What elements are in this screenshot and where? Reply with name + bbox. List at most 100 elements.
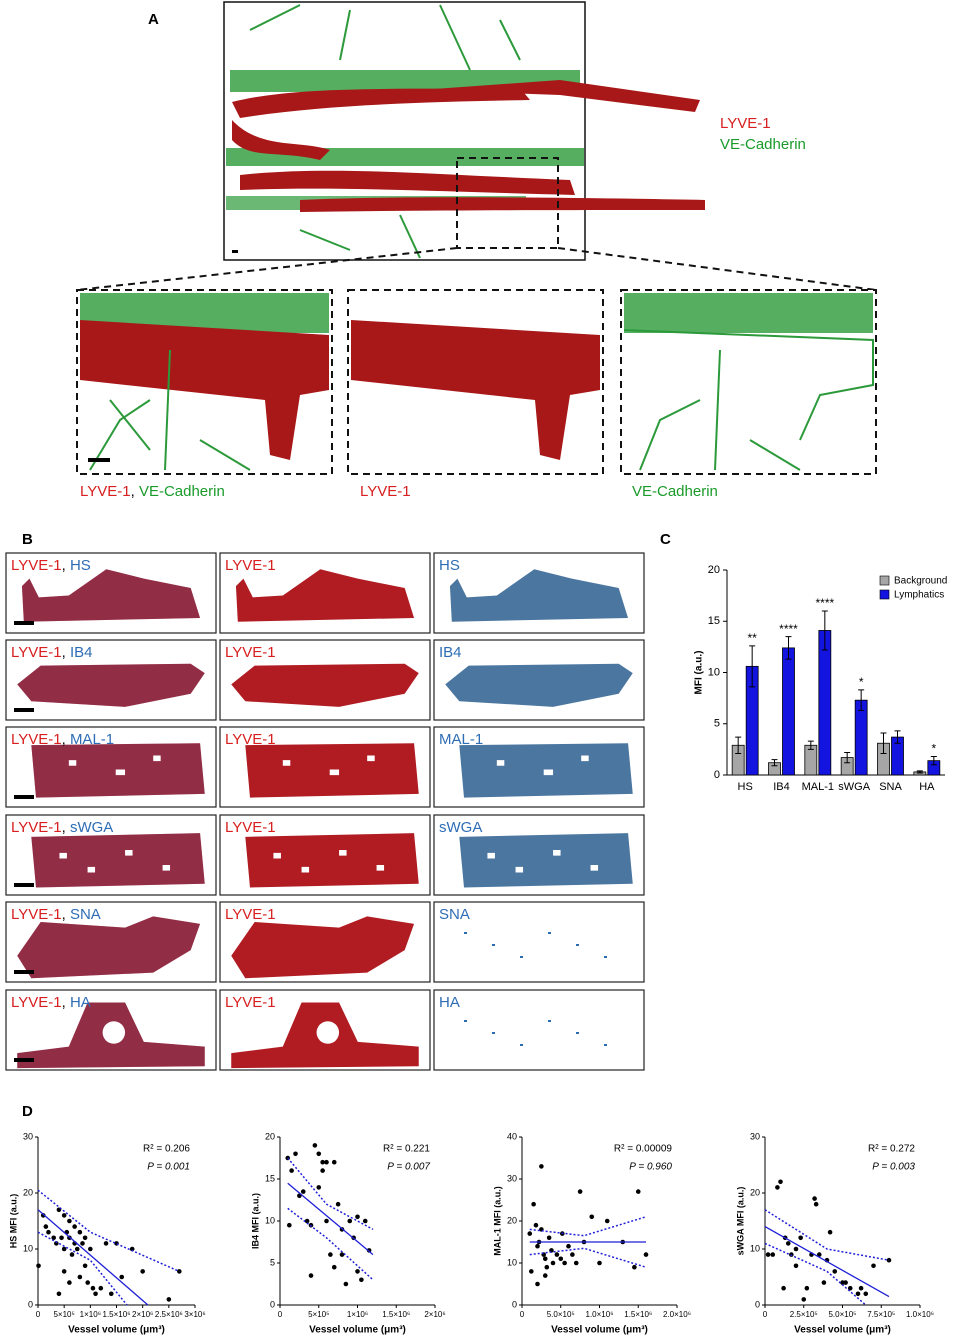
bar [782, 647, 795, 776]
micrograph [76, 4, 877, 291]
annotation: P = 0.960 [629, 1162, 672, 1173]
data-point [643, 1252, 649, 1257]
data-point [140, 1269, 145, 1274]
data-point [304, 1218, 310, 1224]
tile-label: LYVE-1 [225, 557, 276, 574]
data-point [331, 1159, 337, 1165]
data-point [827, 1229, 833, 1235]
x-axis-label: Vessel volume (μm³) [551, 1325, 648, 1336]
x-tick-label: SNA [879, 781, 902, 793]
error-bar [771, 759, 778, 767]
data-point [289, 1168, 294, 1173]
stain-speck [464, 932, 467, 934]
y-tick-label: 0 [755, 1299, 760, 1309]
label-part: LYVE-1 [11, 819, 62, 836]
data-point [108, 1291, 114, 1297]
y-tick-label: 20 [507, 1215, 517, 1225]
data-point [770, 1252, 776, 1257]
data-point [324, 1159, 329, 1165]
scale-bar [14, 708, 34, 712]
label-part: HA [439, 994, 460, 1011]
data-point [312, 1143, 318, 1148]
label-part: SNA [70, 906, 101, 923]
x-tick-label: 2×10⁶ [132, 1310, 153, 1319]
data-point [562, 1260, 567, 1266]
significance: **** [815, 596, 834, 610]
y-axis-label: MFI (a.u.) [694, 651, 705, 695]
confidence-band [764, 1242, 867, 1306]
data-point [362, 1218, 368, 1224]
x-tick-label: 1.5×10⁶ [624, 1310, 652, 1319]
x-tick-label: 0 [278, 1310, 283, 1319]
y-tick-label: 40 [507, 1131, 517, 1141]
data-point [51, 1235, 56, 1241]
tile-label: HA [439, 994, 460, 1011]
data-point [56, 1291, 62, 1297]
stain-image [459, 833, 633, 888]
significance: **** [779, 622, 798, 636]
image-tile [433, 901, 645, 983]
data-point [577, 1189, 583, 1194]
data-point [871, 1263, 876, 1269]
x-tick-label: 3×10⁶ [184, 1310, 205, 1319]
x-tick-label: 1.0×10⁶ [906, 1310, 934, 1319]
label-part: LYVE-1 [225, 819, 276, 836]
error-bar [749, 645, 756, 688]
confidence-band [764, 1209, 890, 1261]
data-point [529, 1269, 534, 1274]
confidence-band [529, 1247, 647, 1268]
data-point [67, 1218, 72, 1224]
data-point [36, 1263, 41, 1269]
y-tick-label: 5 [714, 718, 720, 730]
tile-label: LYVE-1 [225, 906, 276, 923]
x-tick-label: 2.0×10⁶ [663, 1310, 691, 1319]
data-point [535, 1281, 540, 1287]
panel-label: A [148, 11, 159, 28]
data-point [82, 1263, 88, 1269]
y-tick-label: 20 [708, 564, 720, 576]
x-tick-label: 2.5×10⁵ [790, 1310, 818, 1319]
data-point [542, 1256, 548, 1262]
tile-label: IB4 [439, 644, 462, 661]
data-point [812, 1196, 817, 1201]
data-point [781, 1285, 786, 1291]
tile-label: HS [439, 557, 460, 574]
y-tick-label: 0 [28, 1299, 33, 1309]
data-point [804, 1285, 810, 1291]
stain-speck [520, 956, 523, 958]
label-part: sWGA [70, 819, 113, 836]
data-point [821, 1280, 827, 1285]
label-part: MAL-1 [439, 731, 483, 748]
error-bar [844, 751, 851, 764]
fit-line [287, 1182, 374, 1256]
x-tick-label: 0 [36, 1310, 41, 1319]
label-part: , [62, 819, 66, 836]
data-point [550, 1260, 556, 1266]
label-part: LYVE-1 [11, 906, 62, 923]
tile-label: LYVE-1, SNA [11, 906, 101, 923]
data-point [339, 1252, 345, 1257]
significance: * [859, 675, 864, 689]
label-part: LYVE-1 [225, 906, 276, 923]
data-point [88, 1246, 93, 1252]
tile-label: LYVE-1, IB4 [11, 644, 92, 661]
x-tick-label: 1.0×10⁶ [586, 1310, 614, 1319]
annotation: R² = 0.221 [383, 1144, 430, 1155]
x-tick-label: 5.0×10⁵ [547, 1310, 575, 1319]
annotation: R² = 0.206 [143, 1144, 190, 1155]
legend-label: Lymphatics [894, 590, 944, 601]
confidence-band [529, 1216, 647, 1237]
y-tick-label: 15 [265, 1173, 275, 1183]
error-bar [821, 610, 828, 651]
y-tick-label: 10 [23, 1243, 33, 1253]
confidence-band [37, 1189, 180, 1273]
data-point [287, 1222, 292, 1228]
data-point [793, 1246, 799, 1252]
y-tick-label: 10 [708, 666, 720, 678]
annotation: P = 0.001 [147, 1162, 190, 1173]
confidence-band [287, 1157, 374, 1231]
